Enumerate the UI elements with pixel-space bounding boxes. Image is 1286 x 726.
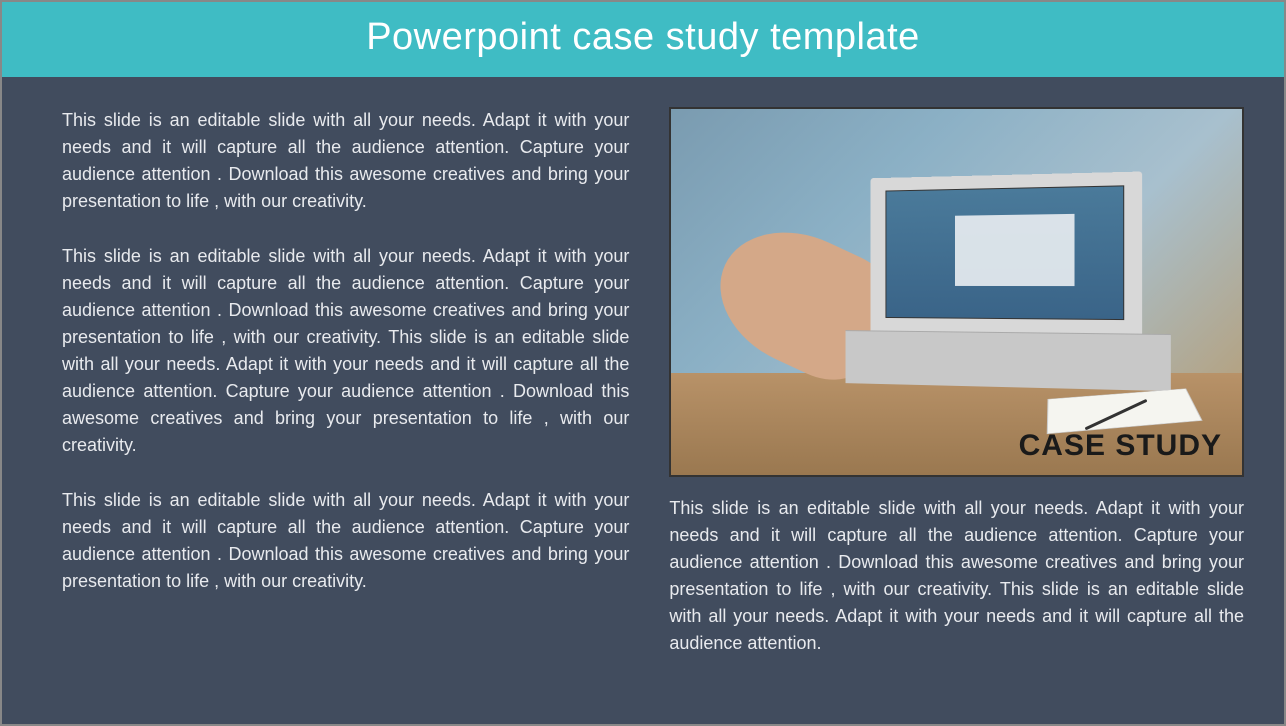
- laptop-shape: [871, 171, 1143, 390]
- right-paragraph: This slide is an editable slide with all…: [669, 495, 1244, 657]
- slide-title: Powerpoint case study template: [2, 2, 1284, 77]
- case-study-image: CASE STUDY: [669, 107, 1244, 477]
- left-column: This slide is an editable slide with all…: [62, 107, 629, 704]
- body-paragraph-1: This slide is an editable slide with all…: [62, 107, 629, 215]
- image-caption: CASE STUDY: [1019, 429, 1222, 463]
- right-column: CASE STUDY This slide is an editable sli…: [669, 107, 1244, 704]
- body-paragraph-3: This slide is an editable slide with all…: [62, 487, 629, 595]
- content-area: This slide is an editable slide with all…: [2, 77, 1284, 724]
- laptop-keyboard: [846, 330, 1172, 391]
- laptop-screen: [886, 185, 1125, 320]
- slide-container: Powerpoint case study template This slid…: [0, 0, 1286, 726]
- body-paragraph-2: This slide is an editable slide with all…: [62, 243, 629, 459]
